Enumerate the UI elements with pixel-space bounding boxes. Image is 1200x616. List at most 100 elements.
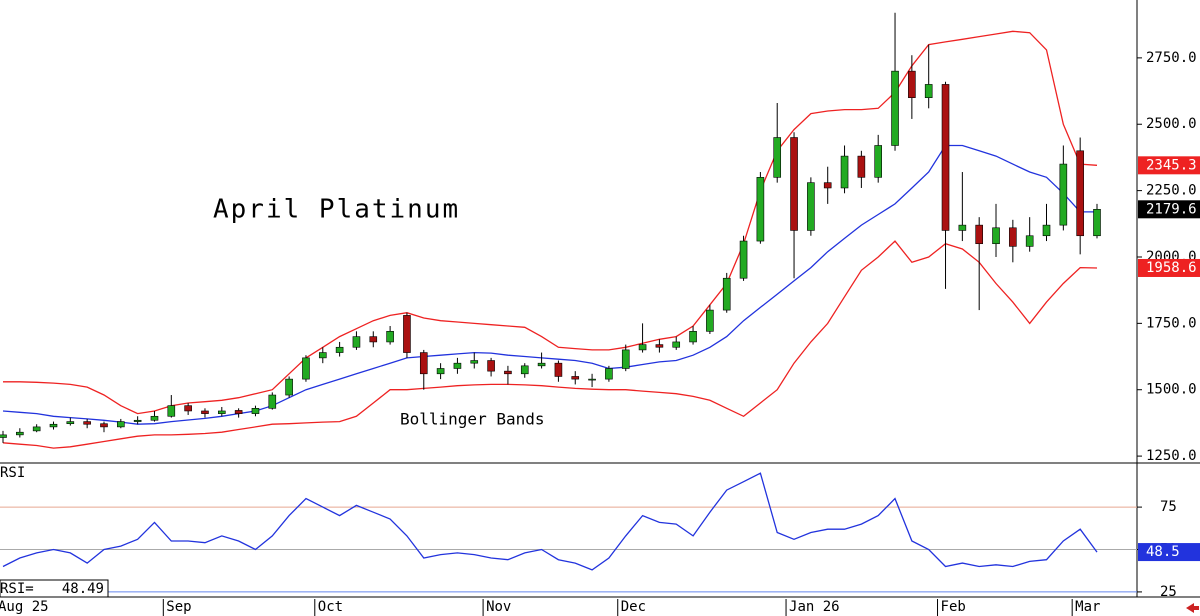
candle-body xyxy=(537,362,546,367)
candle-body xyxy=(756,177,765,242)
candle-body xyxy=(689,331,697,343)
candle-body xyxy=(251,408,260,414)
candle-body xyxy=(16,431,24,436)
candle-body xyxy=(571,376,580,380)
candle-body xyxy=(588,378,596,381)
candle-body xyxy=(857,155,866,178)
band-label: Bollinger Bands xyxy=(400,410,545,429)
candle-body xyxy=(335,346,344,353)
candle-body xyxy=(1059,163,1068,226)
candle-body xyxy=(436,368,445,375)
rsi-readout-box xyxy=(0,579,109,598)
candle-body xyxy=(369,336,378,343)
candle-body xyxy=(218,410,226,414)
candle-body xyxy=(891,70,899,146)
rsi-line xyxy=(2,472,1098,571)
candle-body xyxy=(133,419,142,422)
rsi-readout-value: 48.49 xyxy=(62,581,104,597)
candle-body xyxy=(201,410,209,414)
rsi-tag-bg xyxy=(1138,543,1200,562)
candle-body xyxy=(1009,227,1017,247)
candle-body xyxy=(520,365,529,375)
candle-body xyxy=(167,405,176,417)
candle-body xyxy=(655,344,664,348)
candle-body xyxy=(268,394,277,409)
y-tick-label: 2500.0 xyxy=(1146,116,1197,132)
candle-body xyxy=(117,421,125,428)
candle-body xyxy=(419,352,428,375)
candle-body xyxy=(0,434,7,438)
candle-body xyxy=(83,421,91,425)
candle-body xyxy=(823,182,832,189)
upper-band xyxy=(3,30,1098,415)
y-tick-label: 2250.0 xyxy=(1146,183,1197,199)
candle-body xyxy=(722,277,731,311)
candle-body xyxy=(621,349,630,369)
candle-body xyxy=(504,370,512,375)
candle-body xyxy=(285,378,293,396)
lower-tag-bg xyxy=(1138,258,1200,277)
candle-body xyxy=(958,224,967,231)
rsi-tick-label: 25 xyxy=(1160,584,1177,600)
candle-body xyxy=(184,405,192,412)
candle-body xyxy=(487,360,495,372)
y-tick-label: 2750.0 xyxy=(1146,50,1197,66)
x-tick-label: Mar xyxy=(1075,599,1100,615)
lower-tag: 1958.6 xyxy=(1146,260,1197,276)
middle-band xyxy=(2,144,1097,425)
x-tick-label: Feb xyxy=(941,599,966,615)
chart-title: April Platinum xyxy=(213,195,460,225)
candle-body xyxy=(1076,150,1084,237)
candle-body xyxy=(386,331,394,343)
upper-tag: 2345.3 xyxy=(1146,157,1197,173)
candle-body xyxy=(1025,235,1034,247)
candle-body xyxy=(150,415,159,421)
candle-body xyxy=(554,362,563,377)
candle-body xyxy=(403,315,411,353)
candle-body xyxy=(100,423,108,428)
scroll-arrow[interactable] xyxy=(1186,603,1199,613)
candle-body xyxy=(1042,224,1051,237)
candle-body xyxy=(453,362,462,369)
candle-body xyxy=(874,145,883,178)
candle-body xyxy=(840,155,849,189)
y-tick-label: 1250.0 xyxy=(1146,448,1197,464)
candle-body xyxy=(908,70,916,98)
candle-body xyxy=(773,137,782,178)
candle-body xyxy=(992,227,1000,245)
candle-body xyxy=(739,240,748,279)
candle-body xyxy=(975,224,983,245)
x-tick-label: Aug 25 xyxy=(0,599,49,615)
candle-body xyxy=(32,426,41,432)
x-tick-label: Jan 26 xyxy=(789,599,840,615)
y-tick-label: 1500.0 xyxy=(1146,382,1197,398)
lower-band xyxy=(2,240,1098,449)
rsi-tag: 48.5 xyxy=(1146,544,1180,560)
upper-tag-bg xyxy=(1138,156,1200,175)
x-tick-label: Sep xyxy=(166,599,191,615)
candle-body xyxy=(638,344,647,351)
candle-body xyxy=(790,137,798,231)
candle-body xyxy=(49,423,58,428)
rsi-readout-label: RSI= xyxy=(0,581,34,597)
candle-body xyxy=(318,352,327,359)
rsi-tick-label: 75 xyxy=(1160,499,1177,515)
candle-body xyxy=(470,360,479,364)
candle-body xyxy=(807,182,815,231)
candle-body xyxy=(941,84,950,231)
candle-body xyxy=(234,410,243,414)
candle-body xyxy=(1093,209,1101,237)
candle-body xyxy=(352,336,361,348)
candle-body xyxy=(605,368,613,380)
x-tick-label: Nov xyxy=(486,599,511,615)
rsi-title: RSI xyxy=(0,465,25,481)
y-tick-label: 1750.0 xyxy=(1146,315,1197,331)
candle-body xyxy=(672,341,681,348)
candle-body xyxy=(302,357,310,380)
x-tick-label: Oct xyxy=(318,599,343,615)
candle-body xyxy=(924,84,933,98)
candle-body xyxy=(66,421,75,425)
candle-body xyxy=(706,309,714,332)
